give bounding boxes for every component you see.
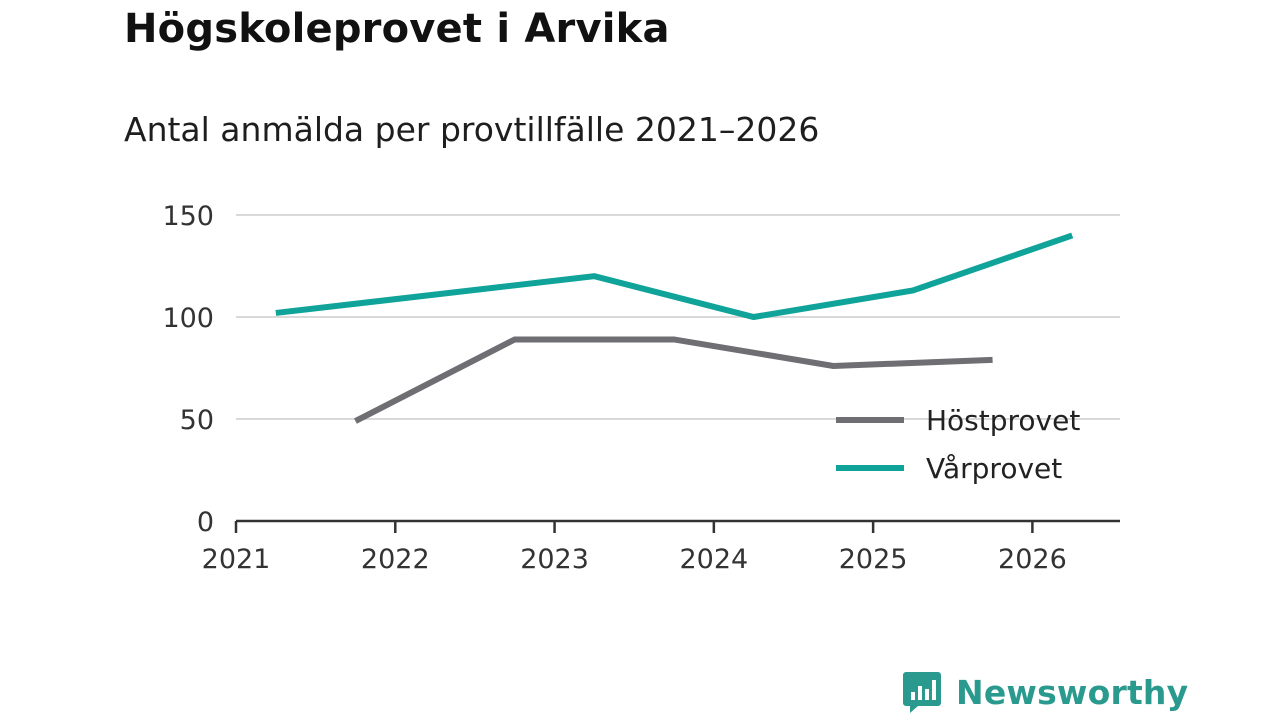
x-axis	[234, 519, 1120, 533]
brand-name: Newsworthy	[956, 672, 1189, 712]
legend-label: Vårprovet	[926, 452, 1062, 485]
y-tick-label: 100	[162, 303, 214, 334]
grid-lines	[236, 214, 1120, 420]
x-tick-label: 2021	[202, 544, 271, 575]
tick-labels: 0 50 100 150 2021 2022 2023 2024 2025 2026	[162, 201, 1066, 575]
bar-chart-speech-bubble-icon	[903, 672, 941, 713]
series-line-varprovet	[275, 232, 1074, 321]
x-tick-label: 2023	[520, 544, 589, 575]
legend-label: Höstprovet	[926, 404, 1080, 437]
x-tick-label: 2022	[361, 544, 430, 575]
y-tick-label: 150	[162, 201, 214, 232]
y-tick-label: 0	[197, 507, 214, 538]
chart-subtitle: Antal anmälda per provtillfälle 2021–202…	[124, 110, 820, 149]
series-line-hostprovet	[354, 336, 993, 424]
x-tick-label: 2026	[998, 544, 1067, 575]
legend: Höstprovet Vårprovet	[836, 404, 1080, 485]
x-tick-label: 2024	[679, 544, 748, 575]
series-lines	[275, 232, 1074, 424]
x-tick-label: 2025	[839, 544, 908, 575]
newsworthy-logo: Newsworthy	[902, 670, 1188, 714]
chart-title: Högskoleprovet i Arvika	[124, 6, 670, 52]
y-tick-label: 50	[180, 405, 214, 436]
